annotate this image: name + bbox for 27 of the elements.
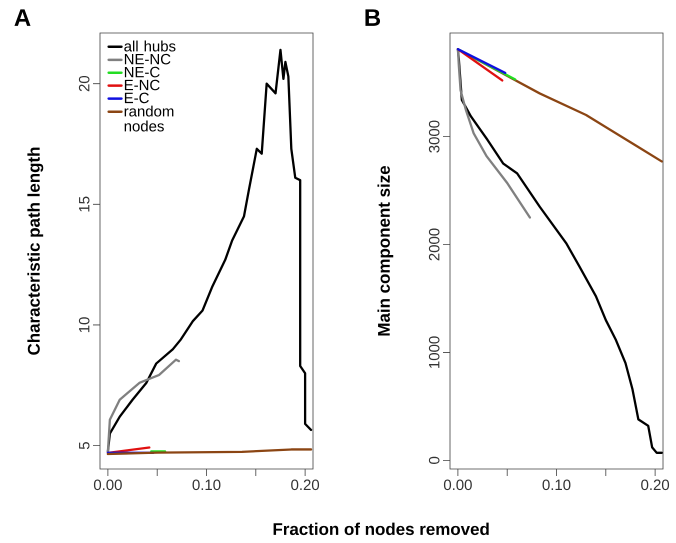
x-tick-label: 0.00	[94, 480, 122, 490]
x-tick-label: 0.20	[641, 480, 670, 490]
legend-label: E-C	[124, 92, 149, 104]
y-tick-label: 10	[78, 317, 90, 332]
legend-label: random nodes	[124, 106, 174, 132]
line-series	[106, 358, 180, 453]
line-series	[456, 48, 532, 219]
y-tick-label: 3000	[428, 120, 440, 153]
x-tick-label: 0.20	[291, 480, 320, 490]
x-tick-label: 0.10	[192, 480, 220, 490]
y-axis-title: Characteristic path length	[27, 148, 44, 355]
legend-label: NE-NC	[124, 54, 170, 64]
legend-label: E-NC	[124, 80, 160, 90]
y-axis-title: Main component size	[377, 166, 394, 336]
y-tick-label: 2000	[428, 228, 440, 260]
chart-title: B	[365, 9, 380, 26]
legend-label: all hubs	[124, 40, 176, 52]
x-axis-title: Fraction of nodes removed	[274, 522, 489, 536]
legend-label: NE-C	[124, 66, 160, 78]
chart-title: A	[14, 9, 31, 26]
y-tick-label: 1000	[428, 336, 440, 368]
y-tick-label: 20	[78, 76, 90, 92]
y-tick-label: 0	[428, 456, 440, 464]
x-tick-label: 0.00	[444, 480, 472, 490]
y-tick-label: 5	[79, 442, 90, 450]
y-tick-label: 15	[79, 196, 90, 212]
x-tick-label: 0.10	[542, 480, 570, 490]
